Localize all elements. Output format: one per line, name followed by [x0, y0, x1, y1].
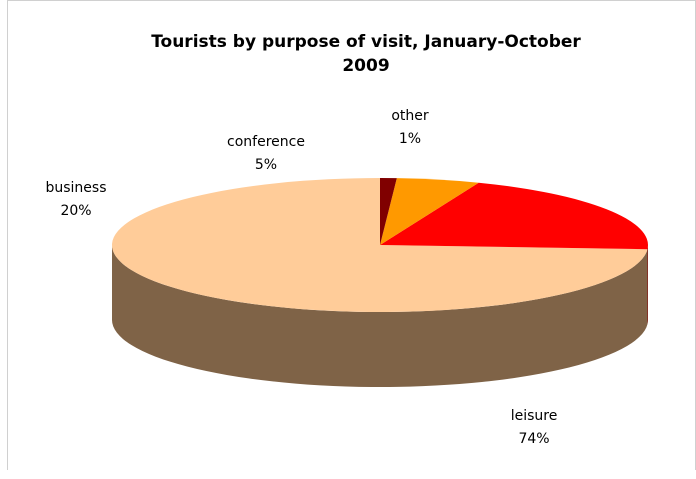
label-leisure-name: leisure	[511, 408, 558, 424]
label-leisure-pct: 74%	[518, 431, 549, 447]
label-business-name: business	[45, 180, 106, 196]
slice-side-leisure	[112, 245, 648, 387]
pie-side-wall	[112, 245, 648, 387]
label-other-pct: 1%	[399, 131, 421, 147]
label-other-name: other	[391, 108, 429, 124]
chart-title: Tourists by purpose of visit, January-Oc…	[151, 32, 581, 76]
label-conference-name: conference	[227, 134, 305, 150]
pie-top-face	[111, 177, 649, 313]
label-business-pct: 20%	[60, 203, 91, 219]
pie-labels: leisure 74% business 20% conference 5% o…	[45, 108, 557, 447]
chart-title-line-1: Tourists by purpose of visit, January-Oc…	[151, 32, 581, 52]
slice-other	[380, 177, 397, 245]
slice-leisure	[111, 178, 648, 313]
label-conference-pct: 5%	[255, 157, 277, 173]
chart-title-line-2: 2009	[342, 56, 389, 76]
slice-business	[380, 182, 649, 250]
slice-side-business	[647, 245, 648, 325]
slice-conference	[380, 178, 479, 245]
